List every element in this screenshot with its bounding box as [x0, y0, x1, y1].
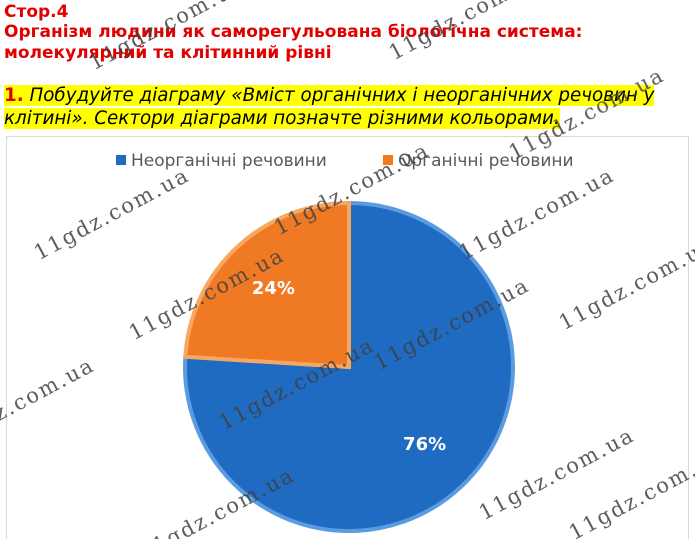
legend-inorganic-label: Неорганічні речовини: [131, 151, 327, 171]
watermark-text: 11gdz.com.ua: [215, 333, 378, 435]
watermark-text: 11gdz.com.ua: [505, 63, 668, 165]
task-text: Побудуйте діаграму «Вміст органічних і н…: [4, 85, 655, 129]
watermark-text: 11gdz.com.ua: [125, 243, 288, 345]
header: Стор.4 Організм людини як саморегульован…: [4, 2, 689, 64]
watermark-text: 11gdz.com.ua: [135, 463, 298, 539]
data-label-organic: 24%: [252, 278, 295, 299]
watermark-text: 11gdz.com.ua: [370, 273, 533, 375]
watermark-text: 11gdz.com.ua: [270, 138, 433, 240]
watermark-text: 11gdz.com.ua: [385, 0, 548, 65]
task-number: 1.: [4, 85, 24, 106]
legend-organic-label: Органічні речовини: [398, 151, 574, 171]
watermark-text: 11gdz.com.ua: [30, 163, 193, 265]
slice-inorganic: [183, 200, 515, 533]
task-statement: 1. Побудуйте діаграму «Вміст органічних …: [4, 84, 688, 130]
data-label-inorganic: 76%: [403, 434, 446, 455]
watermark-text: 11gdz.com.ua: [85, 0, 248, 75]
watermark-text: 11gdz.com.ua: [455, 163, 618, 265]
watermark-text: 11gdz.com.ua: [0, 353, 98, 455]
legend-organic-swatch: [383, 155, 393, 165]
legend-organic: Органічні речовини: [383, 151, 574, 171]
legend-inorganic-swatch: [116, 155, 126, 165]
watermark-text: 11gdz.com.ua: [555, 233, 695, 335]
legend-inorganic: Неорганічні речовини: [116, 151, 327, 171]
topic-title: Організм людини як саморегульована біоло…: [4, 22, 583, 63]
page-reference: Стор.4: [4, 2, 69, 22]
slice-organic: [183, 200, 351, 370]
